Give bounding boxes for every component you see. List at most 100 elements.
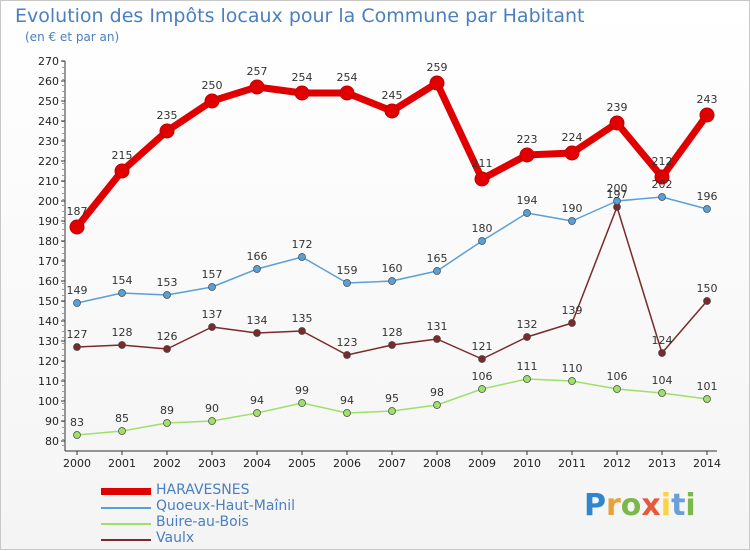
data-label-buire: 85 <box>115 412 129 425</box>
data-label-quoeux: 154 <box>112 274 133 287</box>
y-tick-label: 260 <box>38 75 59 88</box>
data-point-buire <box>118 427 126 435</box>
data-label-haravesnes: 239 <box>607 101 628 114</box>
x-tick-label: 2011 <box>558 457 586 470</box>
data-point-haravesnes <box>384 103 400 119</box>
y-tick-label: 180 <box>38 235 59 248</box>
data-point-haravesnes <box>429 75 445 91</box>
data-point-buire <box>298 399 306 407</box>
data-label-buire: 94 <box>340 394 354 407</box>
data-label-vaulx: 121 <box>472 340 493 353</box>
y-tick-label: 150 <box>38 295 59 308</box>
data-label-buire: 106 <box>607 370 628 383</box>
data-label-haravesnes: 254 <box>292 71 313 84</box>
data-point-quoeux <box>298 253 306 261</box>
y-tick-label: 100 <box>38 395 59 408</box>
data-point-vaulx <box>253 329 261 337</box>
data-point-haravesnes <box>114 163 130 179</box>
data-label-haravesnes: 257 <box>247 65 268 78</box>
data-label-quoeux: 202 <box>652 178 673 191</box>
x-tick-label: 2006 <box>333 457 361 470</box>
data-point-haravesnes <box>159 123 175 139</box>
data-label-haravesnes: 211 <box>472 157 493 170</box>
data-label-quoeux: 190 <box>562 202 583 215</box>
data-point-quoeux <box>523 209 531 217</box>
data-point-buire <box>568 377 576 385</box>
y-tick-label: 210 <box>38 175 59 188</box>
data-label-buire: 95 <box>385 392 399 405</box>
data-label-haravesnes: 235 <box>157 109 178 122</box>
y-tick-label: 160 <box>38 275 59 288</box>
data-label-buire: 101 <box>697 380 718 393</box>
data-label-buire: 104 <box>652 374 673 387</box>
data-label-vaulx: 132 <box>517 318 538 331</box>
data-point-quoeux <box>433 267 441 275</box>
data-label-haravesnes: 224 <box>562 131 583 144</box>
data-point-quoeux <box>703 205 711 213</box>
y-tick-label: 130 <box>38 335 59 348</box>
data-point-vaulx <box>433 335 441 343</box>
data-point-quoeux <box>388 277 396 285</box>
y-tick-label: 170 <box>38 255 59 268</box>
data-label-buire: 111 <box>517 360 538 373</box>
x-tick-label: 2009 <box>468 457 496 470</box>
data-label-haravesnes: 259 <box>427 61 448 74</box>
data-point-haravesnes <box>294 85 310 101</box>
data-point-buire <box>388 407 396 415</box>
data-label-buire: 99 <box>295 384 309 397</box>
data-label-vaulx: 123 <box>337 336 358 349</box>
data-point-quoeux <box>208 283 216 291</box>
data-point-buire <box>73 431 81 439</box>
data-point-quoeux <box>163 291 171 299</box>
data-label-buire: 110 <box>562 362 583 375</box>
data-label-vaulx: 128 <box>112 326 133 339</box>
x-tick-label: 2012 <box>603 457 631 470</box>
data-point-vaulx <box>118 341 126 349</box>
data-point-vaulx <box>703 297 711 305</box>
data-point-buire <box>208 417 216 425</box>
data-point-haravesnes <box>609 115 625 131</box>
x-tick-label: 2001 <box>108 457 136 470</box>
y-tick-label: 110 <box>38 375 59 388</box>
x-tick-label: 2007 <box>378 457 406 470</box>
data-point-quoeux <box>118 289 126 297</box>
x-tick-label: 2002 <box>153 457 181 470</box>
legend-swatch-buire <box>101 523 151 525</box>
data-label-vaulx: 131 <box>427 320 448 333</box>
data-label-vaulx: 134 <box>247 314 268 327</box>
data-point-haravesnes <box>564 145 580 161</box>
data-point-haravesnes <box>69 219 85 235</box>
data-point-vaulx <box>163 345 171 353</box>
data-point-vaulx <box>568 319 576 327</box>
data-label-quoeux: 180 <box>472 222 493 235</box>
data-label-quoeux: 157 <box>202 268 223 281</box>
data-label-buire: 106 <box>472 370 493 383</box>
data-label-quoeux: 165 <box>427 252 448 265</box>
data-label-buire: 90 <box>205 402 219 415</box>
y-tick-label: 90 <box>45 415 59 428</box>
data-label-vaulx: 127 <box>67 328 88 341</box>
data-point-haravesnes <box>519 147 535 163</box>
data-label-quoeux: 196 <box>697 190 718 203</box>
data-label-quoeux: 194 <box>517 194 538 207</box>
data-point-haravesnes <box>339 85 355 101</box>
y-tick-label: 200 <box>38 195 59 208</box>
legend-label: Quoeux-Haut-Maînil <box>156 498 296 514</box>
legend-label: Vaulx <box>156 530 195 546</box>
data-point-quoeux <box>613 197 621 205</box>
y-tick-label: 270 <box>38 55 59 68</box>
data-point-buire <box>703 395 711 403</box>
data-label-haravesnes: 223 <box>517 133 538 146</box>
y-tick-label: 220 <box>38 155 59 168</box>
data-point-buire <box>433 401 441 409</box>
data-point-buire <box>253 409 261 417</box>
data-label-buire: 94 <box>250 394 264 407</box>
data-point-buire <box>658 389 666 397</box>
y-tick-label: 140 <box>38 315 59 328</box>
legend-label: HARAVESNES <box>156 482 250 498</box>
x-tick-label: 2013 <box>648 457 676 470</box>
data-label-vaulx: 126 <box>157 330 178 343</box>
x-tick-label: 2003 <box>198 457 226 470</box>
